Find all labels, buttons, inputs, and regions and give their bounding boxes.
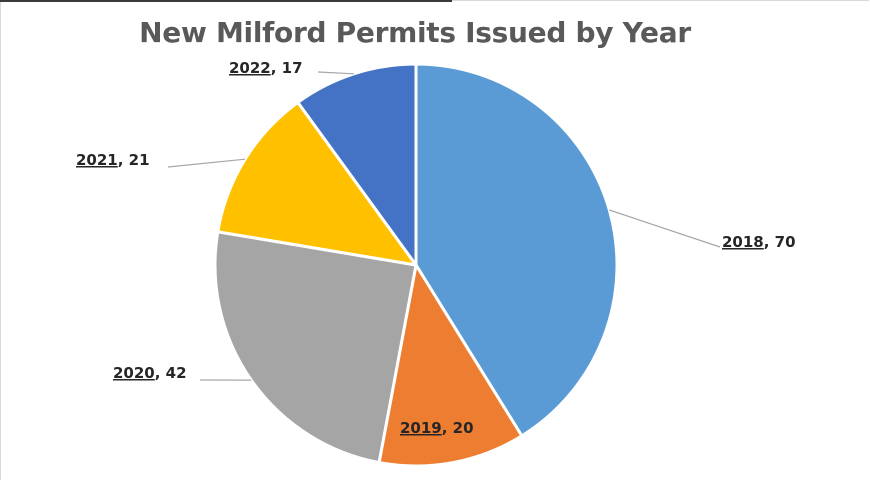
- leader-line-2021: [167, 158, 246, 168]
- data-label-2021: 2021, 21: [76, 151, 150, 169]
- data-labels: 2018, 70 2019, 20 2020, 42 2021, 21 2022, 17: [76, 59, 796, 437]
- data-label-2022: 2022, 17: [229, 59, 303, 77]
- chart-title: New Milford Permits Issued by Year: [139, 16, 691, 49]
- leader-lines: [167, 71, 721, 381]
- data-label-2019: 2019, 20: [400, 419, 474, 437]
- data-label-2018: 2018, 70: [722, 233, 796, 251]
- pie-slice-2018: [414, 62, 619, 438]
- pie-slice-2022: [296, 62, 418, 267]
- leader-line-2018: [609, 209, 721, 248]
- pie-slices: [213, 62, 619, 468]
- top-divider: [0, 0, 452, 2]
- leader-line-2022: [317, 71, 354, 75]
- pie-slice-2019: [377, 263, 524, 468]
- pie-slice-2021: [216, 100, 418, 267]
- pie-slice-2020: [213, 230, 418, 465]
- data-label-2020: 2020, 42: [113, 364, 187, 382]
